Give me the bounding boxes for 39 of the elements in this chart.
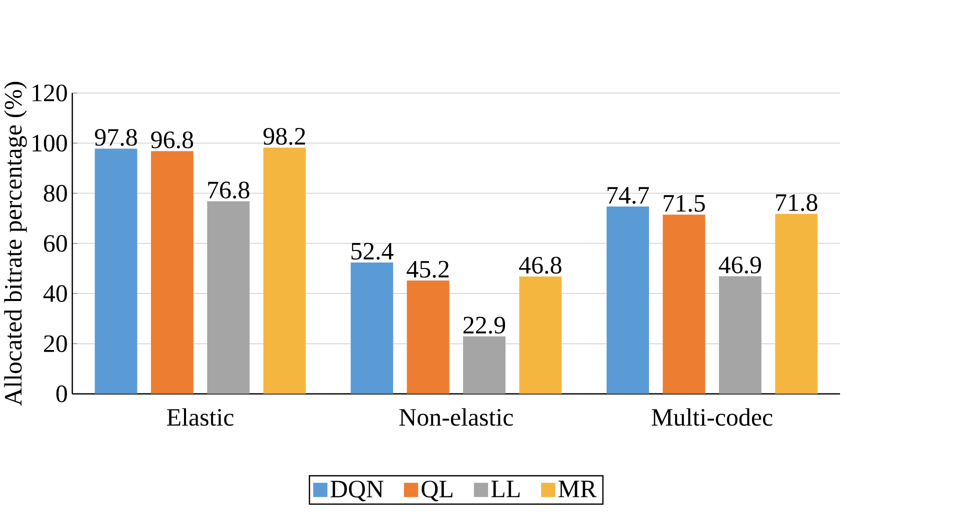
legend-label: DQN	[330, 480, 384, 502]
legend-label: MR	[558, 480, 597, 498]
x-tick-label: Non-elastic	[399, 408, 513, 426]
bar	[207, 201, 250, 394]
data-label: 71.5	[664, 194, 705, 212]
data-label: 97.8	[94, 128, 137, 146]
y-tick-label: 20	[44, 335, 67, 352]
y-tick-label: 40	[43, 285, 67, 302]
y-tick-label: 100	[32, 134, 67, 152]
data-label: 46.8	[519, 256, 562, 274]
bar	[662, 214, 706, 394]
y-tick-label: 0	[56, 385, 67, 402]
bar	[150, 151, 194, 394]
data-label: 96.8	[151, 131, 194, 148]
x-tick-label: Elastic	[167, 408, 234, 426]
data-label: 74.7	[608, 187, 649, 204]
bar	[775, 214, 818, 394]
data-label: 71.8	[776, 194, 818, 212]
data-label: 22.9	[464, 316, 506, 334]
bar	[718, 276, 762, 394]
data-label: 76.8	[208, 182, 250, 199]
legend-label: QL	[422, 480, 452, 502]
bar	[406, 280, 450, 394]
bar	[350, 262, 394, 394]
y-tick-label: 120	[32, 84, 67, 102]
data-label: 52.4	[352, 242, 394, 260]
data-label: 46.9	[718, 256, 761, 274]
bar	[606, 206, 650, 394]
bar	[263, 148, 306, 394]
bar	[519, 276, 562, 394]
legend-label: LL	[491, 480, 520, 498]
x-tick-label: Multi-codec	[652, 408, 772, 426]
bar	[463, 336, 506, 394]
data-label: 98.2	[263, 128, 305, 145]
bar	[94, 148, 138, 394]
y-axis-title: Allocated bitrate percentage (%)	[4, 82, 27, 406]
data-label: 45.2	[406, 260, 449, 278]
y-tick-label: 60	[44, 234, 67, 252]
y-tick-label: 80	[44, 184, 67, 202]
